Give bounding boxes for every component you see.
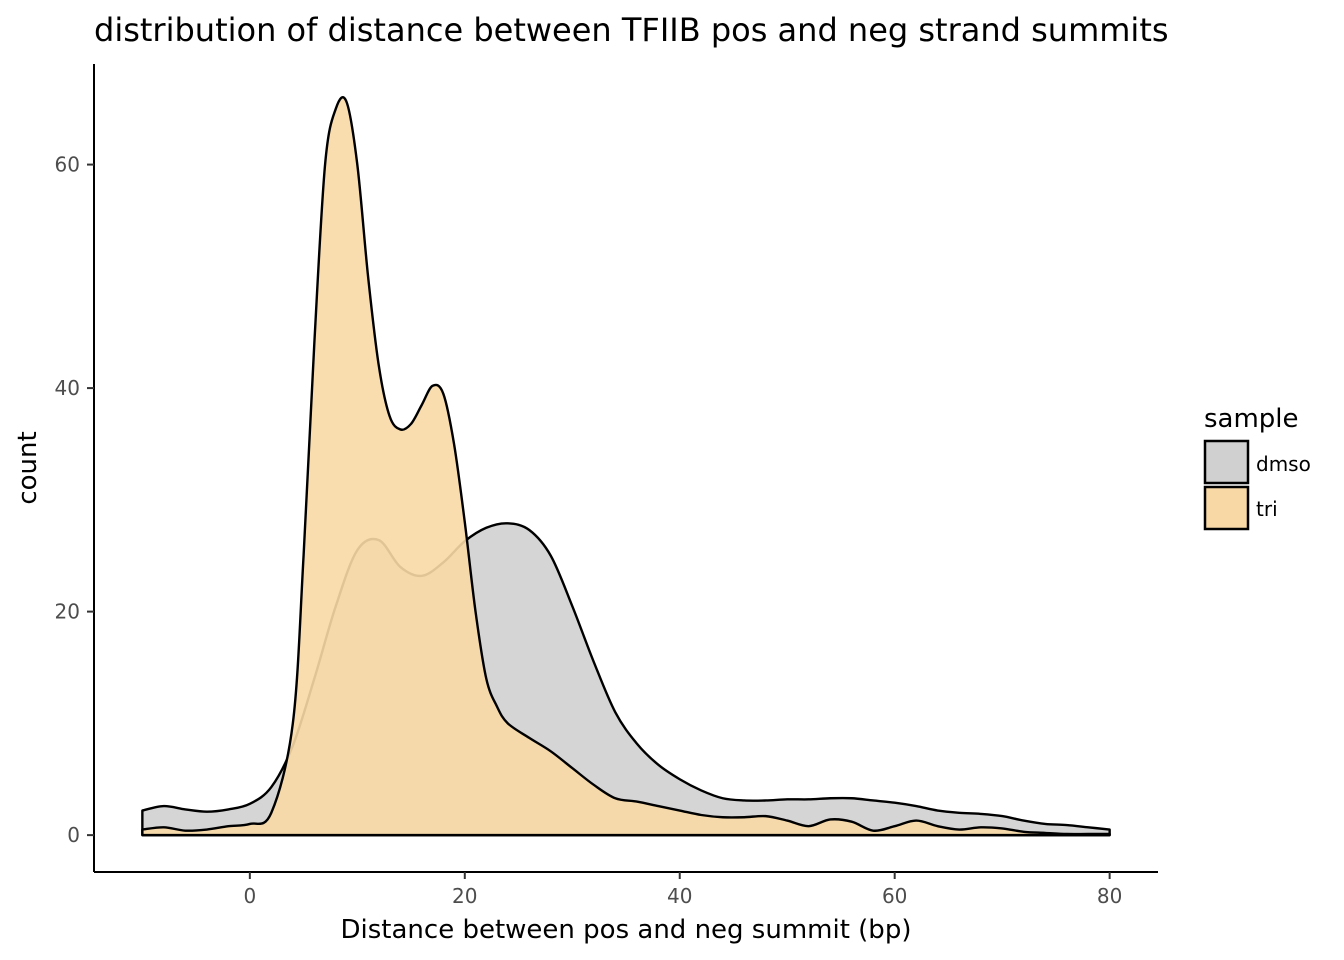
x-axis-ticks: 0 20 40 60 80 [243,872,1122,908]
y-tick-label: 60 [55,153,80,177]
x-tick-label: 20 [452,884,477,908]
chart-title: distribution of distance between TFIIB p… [94,11,1169,49]
x-tick-label: 60 [882,884,907,908]
legend-label-dmso: dmso [1256,452,1311,476]
y-tick-label: 20 [55,600,80,624]
legend-swatch-dmso [1203,439,1250,485]
legend-title: sample [1204,404,1299,434]
legend: sample dmso tri [1203,404,1311,531]
y-axis-ticks: 0 20 40 60 [55,153,94,847]
y-axis-title: count [13,431,43,504]
x-axis-title: Distance between pos and neg summit (bp) [341,915,912,945]
x-tick-label: 0 [243,884,256,908]
x-tick-label: 80 [1097,884,1122,908]
y-tick-label: 40 [55,376,80,400]
plot-area [141,96,1111,837]
y-tick-label: 0 [67,823,80,847]
density-area-tri [141,96,1111,837]
legend-swatch-tri [1203,485,1250,531]
legend-label-tri: tri [1256,497,1278,521]
x-tick-label: 40 [667,884,692,908]
